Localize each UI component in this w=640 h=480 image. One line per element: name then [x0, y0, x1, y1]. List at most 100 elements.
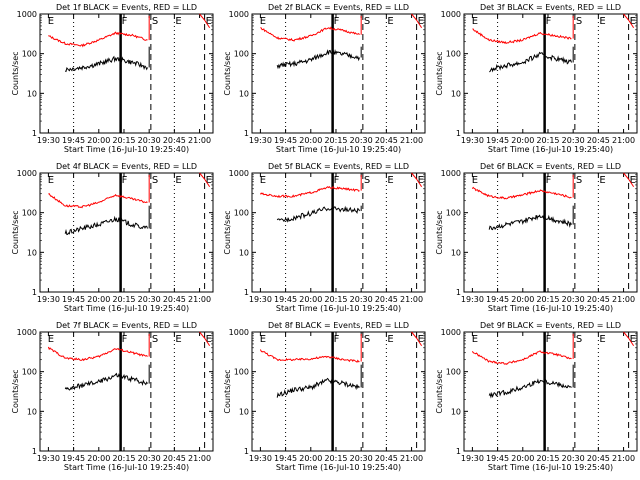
lld-tail	[623, 13, 635, 29]
x-tick-label: 20:15	[536, 295, 559, 304]
panel-8: Det 8f BLACK = Events, RED = LLD 1 10 100 10…	[223, 321, 426, 472]
x-axis-label: Start Time (16-Jul-10 19:25:40)	[488, 304, 613, 313]
y-axis-label: Counts/sec	[223, 210, 232, 254]
lld-series	[471, 186, 572, 200]
y-tick-label: 100	[446, 50, 461, 59]
x-tick-label: 20:15	[112, 454, 135, 463]
x-tick-label: 19:45	[62, 295, 85, 304]
x-tick-label: 19:30	[461, 454, 484, 463]
x-axis-label: Start Time (16-Jul-10 19:25:40)	[276, 463, 401, 472]
x-tick-label: 21:00	[400, 136, 423, 145]
panel-6: Det 6f BLACK = Events, RED = LLD 1 10 100 10…	[435, 162, 638, 313]
panel-title: Det 3f BLACK = Events, RED = LLD	[480, 3, 621, 12]
x-axis-label: Start Time (16-Jul-10 19:25:40)	[276, 145, 401, 154]
y-tick-label: 1000	[229, 10, 249, 19]
events-series	[64, 372, 148, 391]
x-tick-label: 20:15	[112, 136, 135, 145]
x-tick-label: 20:30	[138, 295, 161, 304]
marker-label: S	[576, 16, 582, 27]
marker-label: E	[260, 334, 266, 345]
x-tick-label: 20:15	[536, 454, 559, 463]
x-axis-label: Start Time (16-Jul-10 19:25:40)	[488, 463, 613, 472]
y-tick-label: 10	[451, 407, 461, 416]
panel-2: Det 2f BLACK = Events, RED = LLD 1 10 100 10…	[223, 3, 426, 154]
marker-label: S	[364, 175, 370, 186]
x-tick-label: 21:00	[612, 454, 635, 463]
x-tick-label: 19:45	[486, 136, 509, 145]
panel-1: Det 1f BLACK = Events, RED = LLD 1 10 100 10…	[11, 3, 214, 154]
y-tick-label: 1000	[17, 10, 37, 19]
y-axis-label: Counts/sec	[223, 369, 232, 413]
x-tick-label: 20:30	[562, 295, 585, 304]
panel-title: Det 6f BLACK = Events, RED = LLD	[480, 162, 621, 171]
y-tick-label: 1000	[441, 10, 461, 19]
x-tick-label: 20:00	[299, 136, 322, 145]
y-tick-label: 100	[234, 209, 249, 218]
lld-tail	[411, 172, 423, 188]
y-tick-label: 10	[27, 248, 37, 257]
y-tick-label: 100	[22, 368, 37, 377]
events-series	[276, 205, 360, 223]
events-series	[489, 51, 572, 73]
lld-tail	[199, 331, 211, 347]
x-tick-label: 19:30	[37, 454, 60, 463]
x-tick-label: 20:45	[163, 454, 186, 463]
marker-label: F	[334, 16, 340, 27]
y-tick-label: 1000	[441, 169, 461, 178]
panel-4: Det 4f BLACK = Events, RED = LLD 1 10 100 10…	[11, 162, 214, 313]
y-tick-label: 10	[27, 89, 37, 98]
y-tick-label: 1	[244, 129, 249, 138]
y-tick-label: 10	[451, 89, 461, 98]
marker-label: F	[546, 16, 552, 27]
x-tick-label: 20:45	[375, 295, 398, 304]
marker-label: F	[334, 334, 340, 345]
marker-label: E	[630, 16, 636, 27]
marker-label: F	[122, 16, 128, 27]
events-series	[276, 377, 360, 398]
x-tick-label: 20:45	[587, 295, 610, 304]
marker-label: F	[546, 175, 552, 186]
x-tick-label: 21:00	[188, 136, 211, 145]
plot-frame	[39, 172, 214, 293]
marker-label: E	[260, 16, 266, 27]
marker-label: E	[175, 175, 181, 186]
x-tick-label: 20:30	[138, 454, 161, 463]
lld-series	[471, 350, 572, 365]
y-tick-label: 100	[446, 209, 461, 218]
x-tick-label: 19:45	[274, 295, 297, 304]
x-tick-label: 20:15	[324, 136, 347, 145]
x-tick-label: 20:00	[511, 136, 534, 145]
x-tick-label: 20:00	[299, 295, 322, 304]
marker-label: F	[122, 334, 128, 345]
marker-label: E	[472, 175, 478, 186]
lld-series	[260, 26, 360, 42]
y-tick-label: 1000	[17, 328, 37, 337]
x-tick-label: 20:00	[87, 136, 110, 145]
panel-title: Det 2f BLACK = Events, RED = LLD	[268, 3, 409, 12]
plot-frame	[463, 172, 638, 293]
y-tick-label: 1	[32, 447, 37, 456]
x-tick-label: 20:30	[562, 136, 585, 145]
y-tick-label: 1	[32, 129, 37, 138]
y-tick-label: 1	[244, 288, 249, 297]
lld-tail	[199, 13, 211, 29]
marker-label: E	[387, 16, 393, 27]
y-tick-label: 100	[234, 50, 249, 59]
marker-label: E	[206, 334, 212, 345]
y-tick-label: 100	[234, 368, 249, 377]
marker-label: S	[152, 334, 158, 345]
plot-frame	[463, 13, 638, 134]
marker-label: E	[48, 175, 54, 186]
marker-label: E	[175, 334, 181, 345]
x-tick-label: 20:30	[350, 454, 373, 463]
marker-label: E	[418, 16, 424, 27]
panel-title: Det 8f BLACK = Events, RED = LLD	[268, 321, 409, 330]
events-series	[488, 214, 572, 231]
panel-title: Det 1f BLACK = Events, RED = LLD	[56, 3, 197, 12]
y-tick-label: 100	[446, 368, 461, 377]
events-series	[64, 55, 148, 73]
y-axis-label: Counts/sec	[223, 51, 232, 95]
plot-frame	[251, 13, 426, 134]
marker-label: F	[546, 334, 552, 345]
x-tick-label: 21:00	[400, 295, 423, 304]
